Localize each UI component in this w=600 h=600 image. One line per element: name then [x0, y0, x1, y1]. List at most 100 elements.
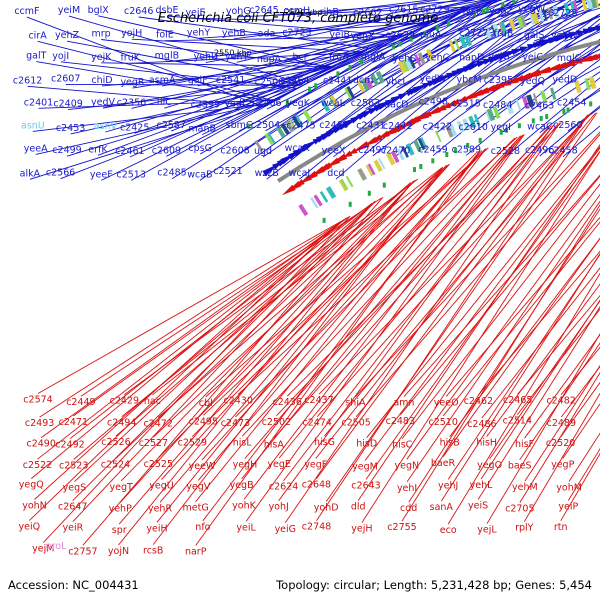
reverse-gene-line: [153, 166, 444, 438]
reverse-gene-arrow: [411, 115, 422, 123]
forward-feature-block: [408, 56, 416, 69]
forward-feature-block: [280, 122, 291, 136]
forward-gene-label: c2500: [255, 77, 284, 88]
reverse-gene-line: [523, 392, 600, 522]
reverse-gene-line: [406, 200, 600, 483]
reverse-gene-label: yeiR: [63, 523, 84, 534]
forward-gene-label: erfK: [88, 144, 108, 155]
reverse-feature-block: [298, 203, 309, 217]
forward-feature-block: [508, 18, 516, 31]
forward-marker: [435, 25, 439, 31]
forward-gene-line: [32, 103, 270, 132]
reverse-gene-label: yehJ: [438, 480, 458, 491]
forward-gene-line: [164, 36, 397, 109]
forward-gene-label: c2460: [319, 120, 348, 131]
reverse-gene-line: [118, 181, 414, 546]
forward-feature-block: [498, 21, 506, 35]
reverse-gene-label: shiA: [345, 398, 366, 409]
feature-layer: [247, 0, 600, 223]
forward-feature-block: [292, 116, 302, 129]
reverse-gene-line: [478, 250, 600, 396]
forward-gene-label: dacD: [384, 99, 408, 110]
reverse-marker: [431, 158, 435, 164]
reverse-gene-line: [449, 237, 600, 437]
forward-gene-label: yedW: [420, 74, 447, 85]
forward-gene-label: yohG: [226, 6, 251, 17]
reverse-gene-line: [480, 299, 600, 480]
forward-gene-label: c2422: [423, 121, 452, 132]
reverse-marker: [367, 190, 371, 196]
reverse-gene-label: c2624: [269, 482, 298, 493]
reverse-feature-block: [526, 94, 535, 108]
reverse-gene-arrow: [541, 66, 551, 73]
reverse-marker: [517, 123, 521, 129]
forward-gene-line: [466, 44, 600, 156]
reverse-gene-line: [481, 267, 600, 419]
reverse-gene-arrow: [508, 74, 525, 83]
reverse-gene-line: [406, 194, 600, 460]
reverse-gene-label: c2514: [503, 416, 532, 427]
reverse-feature-block: [401, 145, 409, 158]
reverse-gene-line: [235, 137, 516, 418]
forward-gene-label: yehS: [393, 54, 417, 65]
forward-gene-line: [233, 8, 467, 40]
reverse-gene-line: [316, 114, 589, 479]
reverse-gene-label: c2493: [25, 418, 54, 429]
reverse-gene-arrow: [519, 70, 540, 80]
reverse-marker: [466, 142, 470, 148]
forward-gene-label: c2399: [191, 99, 220, 110]
forward-feature-block: [459, 35, 468, 49]
reverse-marker: [454, 148, 458, 154]
reverse-gene-line: [489, 300, 600, 460]
reverse-gene-arrow: [581, 53, 598, 61]
forward-feature-block: [542, 8, 548, 21]
forward-gene-label: cirA: [28, 30, 47, 41]
reverse-gene-label: c2510: [428, 417, 457, 428]
forward-gene-label: mglB: [155, 51, 179, 62]
reverse-gene-label: c2523: [59, 461, 88, 472]
reverse-feature-block: [313, 194, 323, 207]
reverse-gene-label: c2472: [143, 419, 172, 430]
forward-marker: [391, 44, 395, 50]
forward-gene-label: yegI: [491, 122, 511, 133]
forward-feature-block: [516, 15, 525, 29]
reverse-gene-label: c2757: [68, 546, 97, 557]
reverse-gene-arrow: [337, 153, 348, 161]
forward-gene-line: [395, 0, 591, 157]
forward-feature-block: [284, 120, 295, 133]
reverse-feature-block: [448, 123, 457, 137]
reverse-gene-line: [243, 134, 523, 500]
reverse-gene-label: yohM: [556, 482, 582, 493]
forward-gene-label: fruA: [329, 52, 349, 63]
forward-gene-label: c2729: [420, 5, 449, 16]
forward-feature-block: [520, 14, 527, 28]
forward-gene-line: [26, 16, 265, 108]
forward-gene-line: [66, 40, 302, 85]
forward-gene-label: c2356: [117, 97, 146, 108]
reverse-gene-line: [161, 163, 451, 480]
reverse-gene-label: hisG: [314, 437, 335, 448]
forward-feature-block: [594, 0, 600, 8]
forward-gene-label: yehB: [222, 28, 246, 39]
reverse-gene-label: c2647: [58, 502, 87, 513]
forward-gene-line: [171, 33, 405, 180]
forward-feature-block: [547, 7, 554, 20]
reverse-gene-line: [195, 151, 480, 546]
reverse-feature-block: [584, 77, 591, 91]
forward-gene-line: [66, 84, 302, 157]
forward-gene-label: c2425: [120, 122, 149, 133]
reverse-gene-label: hisD: [356, 439, 377, 450]
forward-gene-label: c2401: [24, 97, 53, 108]
reverse-gene-label: c2648: [302, 480, 331, 491]
forward-gene-label: chiD: [91, 75, 112, 86]
forward-gene-line: [97, 67, 332, 156]
forward-gene-line: [166, 35, 399, 157]
reverse-gene-label: yeiL: [236, 522, 256, 533]
forward-gene-line: [296, 0, 515, 155]
forward-feature-block: [356, 80, 366, 93]
reverse-gene-label: rplY: [515, 523, 534, 534]
accession-text: Accession: NC_004431: [8, 578, 139, 592]
reverse-gene-line: [283, 123, 559, 481]
forward-gene-line: [266, 0, 496, 110]
reverse-gene-line: [245, 134, 525, 522]
